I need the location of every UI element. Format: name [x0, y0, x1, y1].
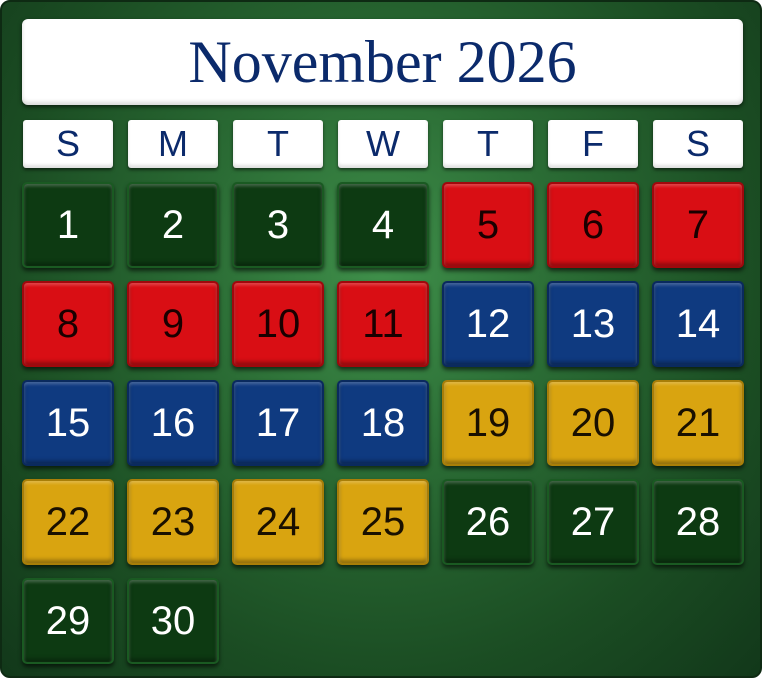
day-cell-14[interactable]: 14 [652, 281, 744, 367]
day-cell-22[interactable]: 22 [22, 479, 114, 565]
day-cell-13[interactable]: 13 [547, 281, 639, 367]
day-cell-16[interactable]: 16 [127, 380, 219, 466]
day-cell-2[interactable]: 2 [127, 182, 219, 268]
day-cell-7[interactable]: 7 [652, 182, 744, 268]
day-cell-5[interactable]: 5 [442, 182, 534, 268]
weekday-fri: F [548, 120, 638, 168]
day-cell-6[interactable]: 6 [547, 182, 639, 268]
day-cell-1[interactable]: 1 [22, 182, 114, 268]
day-cell-28[interactable]: 28 [652, 479, 744, 565]
weekday-mon: M [128, 120, 218, 168]
month-title: November 2026 [188, 29, 577, 95]
day-cell-17[interactable]: 17 [232, 380, 324, 466]
day-cell-30[interactable]: 30 [127, 578, 219, 664]
day-cell-20[interactable]: 20 [547, 380, 639, 466]
day-cell-19[interactable]: 19 [442, 380, 534, 466]
day-cell-10[interactable]: 10 [232, 281, 324, 367]
weekday-thu: T [443, 120, 533, 168]
day-cell-15[interactable]: 15 [22, 380, 114, 466]
day-cell-8[interactable]: 8 [22, 281, 114, 367]
day-cell-26[interactable]: 26 [442, 479, 534, 565]
day-cell-27[interactable]: 27 [547, 479, 639, 565]
day-cell-29[interactable]: 29 [22, 578, 114, 664]
day-cell-11[interactable]: 11 [337, 281, 429, 367]
weekday-sun: S [23, 120, 113, 168]
day-cell-25[interactable]: 25 [337, 479, 429, 565]
weekday-tue: T [233, 120, 323, 168]
day-cell-24[interactable]: 24 [232, 479, 324, 565]
day-cell-12[interactable]: 12 [442, 281, 534, 367]
day-cell-4[interactable]: 4 [337, 182, 429, 268]
day-cell-9[interactable]: 9 [127, 281, 219, 367]
day-cell-3[interactable]: 3 [232, 182, 324, 268]
weekday-sat: S [653, 120, 743, 168]
day-cell-18[interactable]: 18 [337, 380, 429, 466]
day-cell-21[interactable]: 21 [652, 380, 744, 466]
month-title-box: November 2026 [22, 19, 743, 105]
weekday-wed: W [338, 120, 428, 168]
day-cell-23[interactable]: 23 [127, 479, 219, 565]
